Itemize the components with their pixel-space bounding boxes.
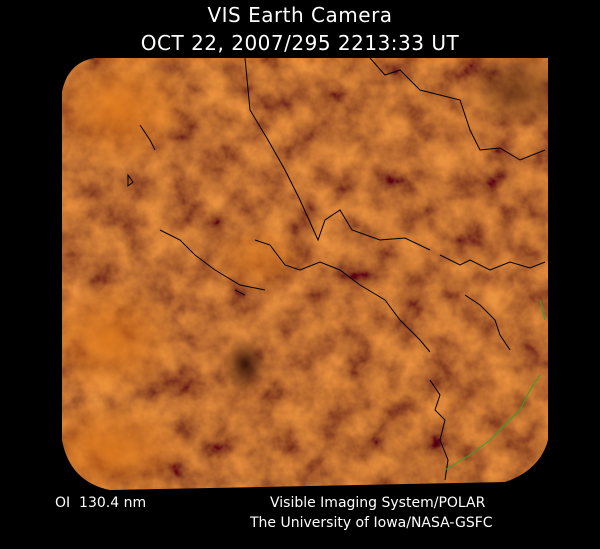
title: VIS Earth Camera	[207, 3, 392, 27]
borders	[444, 299, 546, 471]
timestamp: OCT 22, 2007/295 2213:33 UT	[141, 31, 460, 55]
wavelength: OI 130.4 nm	[55, 495, 146, 511]
credit: The University of Iowa/NASA-GSFC	[249, 515, 493, 531]
instrument: Visible Imaging System/POLAR	[270, 495, 486, 511]
coastlines	[127, 57, 546, 481]
